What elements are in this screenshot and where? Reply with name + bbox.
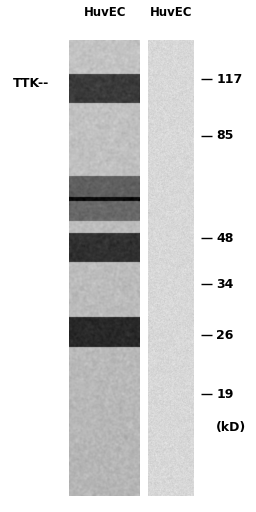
Text: (kD): (kD) [216, 421, 247, 434]
Text: 117: 117 [216, 73, 243, 86]
Text: 48: 48 [216, 231, 234, 245]
Text: HuvEC: HuvEC [150, 6, 193, 19]
Text: 85: 85 [216, 129, 234, 142]
Text: 26: 26 [216, 329, 234, 342]
Text: TTK--: TTK-- [13, 77, 49, 91]
Text: HuvEC: HuvEC [84, 6, 126, 19]
Text: 19: 19 [216, 388, 234, 401]
Text: 34: 34 [216, 278, 234, 291]
